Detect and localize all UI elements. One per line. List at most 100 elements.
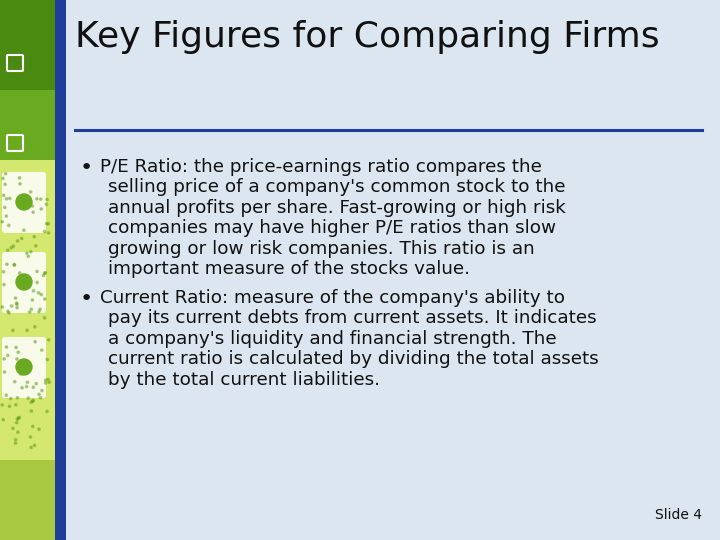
Circle shape xyxy=(5,346,8,348)
Circle shape xyxy=(21,387,23,389)
Bar xyxy=(0,160,55,460)
Circle shape xyxy=(36,198,38,200)
Circle shape xyxy=(32,399,34,402)
Circle shape xyxy=(26,252,28,254)
Circle shape xyxy=(1,404,4,406)
Circle shape xyxy=(3,284,5,286)
Circle shape xyxy=(8,312,10,314)
Circle shape xyxy=(12,245,14,247)
Circle shape xyxy=(30,446,32,449)
Circle shape xyxy=(40,349,43,352)
Circle shape xyxy=(14,404,17,406)
Circle shape xyxy=(1,177,4,180)
Circle shape xyxy=(36,281,38,284)
Circle shape xyxy=(32,425,34,428)
Circle shape xyxy=(19,183,21,185)
Text: •: • xyxy=(80,158,94,178)
Circle shape xyxy=(31,205,34,207)
Circle shape xyxy=(40,396,42,399)
Circle shape xyxy=(13,264,16,266)
Circle shape xyxy=(14,438,17,441)
Circle shape xyxy=(6,354,9,356)
FancyBboxPatch shape xyxy=(2,252,46,313)
Text: Current Ratio: measure of the company's ability to: Current Ratio: measure of the company's … xyxy=(100,289,565,307)
Circle shape xyxy=(17,351,19,353)
Text: Slide 4: Slide 4 xyxy=(655,508,702,522)
Circle shape xyxy=(43,231,46,233)
Circle shape xyxy=(5,394,7,396)
Circle shape xyxy=(27,255,30,258)
Bar xyxy=(0,90,55,160)
Circle shape xyxy=(46,410,48,413)
Text: •: • xyxy=(80,289,94,309)
Circle shape xyxy=(36,271,38,273)
Circle shape xyxy=(31,299,34,301)
Circle shape xyxy=(6,249,9,252)
Circle shape xyxy=(38,310,40,313)
Circle shape xyxy=(13,264,16,266)
Circle shape xyxy=(2,194,5,197)
FancyBboxPatch shape xyxy=(2,172,46,233)
Circle shape xyxy=(14,297,17,299)
Circle shape xyxy=(38,393,40,396)
Circle shape xyxy=(46,359,48,361)
Circle shape xyxy=(20,237,23,240)
Circle shape xyxy=(45,203,48,206)
Circle shape xyxy=(48,232,50,234)
Circle shape xyxy=(3,357,5,360)
Circle shape xyxy=(14,442,17,444)
Circle shape xyxy=(17,417,19,420)
Circle shape xyxy=(30,308,32,310)
Circle shape xyxy=(14,381,16,383)
Circle shape xyxy=(34,341,37,343)
Circle shape xyxy=(34,326,36,328)
Bar xyxy=(0,0,55,540)
Circle shape xyxy=(16,274,32,290)
Circle shape xyxy=(35,245,37,247)
Bar xyxy=(0,0,55,100)
Circle shape xyxy=(4,371,6,373)
Circle shape xyxy=(22,367,24,370)
Circle shape xyxy=(10,305,13,307)
Circle shape xyxy=(47,379,50,381)
Circle shape xyxy=(30,191,32,193)
Circle shape xyxy=(40,293,42,296)
Text: pay its current debts from current assets. It indicates: pay its current debts from current asset… xyxy=(108,309,597,327)
Circle shape xyxy=(16,194,32,210)
Circle shape xyxy=(40,208,42,210)
Circle shape xyxy=(1,220,4,223)
Circle shape xyxy=(12,329,14,332)
Circle shape xyxy=(15,346,17,349)
Circle shape xyxy=(10,247,12,249)
Circle shape xyxy=(15,302,18,304)
Circle shape xyxy=(45,222,48,225)
Circle shape xyxy=(24,364,27,367)
Circle shape xyxy=(44,272,46,274)
Circle shape xyxy=(17,240,19,242)
Circle shape xyxy=(45,379,47,381)
Circle shape xyxy=(9,397,12,400)
Circle shape xyxy=(38,428,40,430)
Text: current ratio is calculated by dividing the total assets: current ratio is calculated by dividing … xyxy=(108,350,599,368)
Circle shape xyxy=(37,292,40,294)
Circle shape xyxy=(23,229,25,231)
Circle shape xyxy=(9,197,11,200)
Circle shape xyxy=(44,272,46,274)
Circle shape xyxy=(30,436,32,438)
Circle shape xyxy=(9,405,11,408)
Circle shape xyxy=(17,431,19,434)
Circle shape xyxy=(16,303,18,306)
Circle shape xyxy=(40,198,42,200)
Circle shape xyxy=(26,329,28,332)
Circle shape xyxy=(5,198,8,200)
Circle shape xyxy=(32,211,35,213)
Circle shape xyxy=(45,382,47,384)
Circle shape xyxy=(48,381,50,383)
Circle shape xyxy=(1,306,4,308)
Circle shape xyxy=(48,339,50,341)
Circle shape xyxy=(4,183,6,186)
Circle shape xyxy=(4,172,6,175)
Circle shape xyxy=(18,416,20,419)
Circle shape xyxy=(5,215,7,217)
Text: by the total current liabilities.: by the total current liabilities. xyxy=(108,370,380,389)
